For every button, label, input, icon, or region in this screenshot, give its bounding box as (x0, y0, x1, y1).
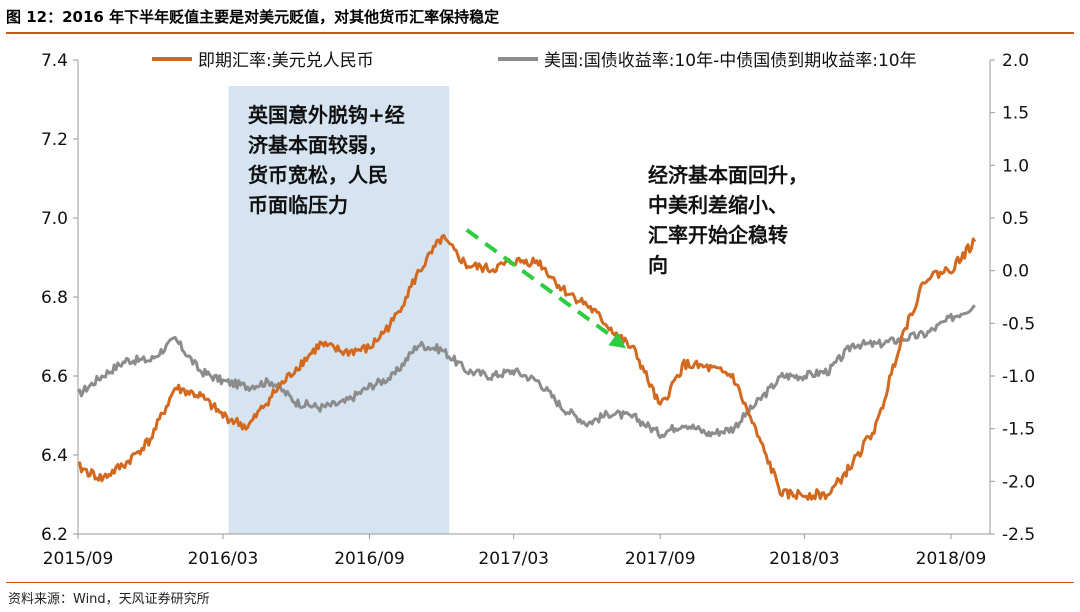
legend-label-yield-spread: 美国:国债收益率:10年-中债国债到期收益率:10年 (544, 51, 917, 71)
y-right-tick-label: -0.5 (1002, 314, 1035, 334)
x-tick-label: 2016/03 (188, 549, 259, 569)
legend-item-yield-spread: 美国:国债收益率:10年-中债国债到期收益率:10年 (498, 46, 917, 71)
y-right-tick-label: -2.5 (1002, 525, 1035, 545)
y-left-tick-label: 6.2 (41, 525, 68, 545)
series-line-yield-spread (76, 304, 976, 439)
y-right-tick-label: -1.0 (1002, 367, 1035, 387)
figure-title: 图 12：2016 年下半年贬值主要是对美元贬值，对其他货币汇率保持稳定 (6, 8, 500, 26)
annotation-trend: 经济基本面回升， 中美利差缩小、 汇率开始企稳转 向 (648, 163, 808, 277)
bottom-rule (6, 582, 1074, 583)
shaded-period (228, 86, 450, 534)
y-right-tick-label: -2.0 (1002, 472, 1035, 492)
y-right-tick-label: 2.0 (1002, 51, 1029, 71)
annotation-shaded-period: 英国意外脱钩+经 济基本面较弱， 货币宽松，人民 币面临压力 (248, 103, 405, 217)
y-right-tick-label: 1.0 (1002, 156, 1029, 176)
legend-swatch-yield-spread (498, 57, 538, 61)
y-left-tick-label: 7.4 (41, 51, 68, 71)
y-left-tick-label: 6.4 (41, 446, 68, 466)
x-tick-label: 2017/09 (625, 549, 696, 569)
legend-swatch-exchange-rate (152, 57, 192, 61)
x-tick-label: 2017/03 (478, 549, 549, 569)
y-right-tick-label: 0.5 (1002, 209, 1029, 229)
y-right-tick-label: -1.5 (1002, 420, 1035, 440)
x-tick-label: 2016/09 (334, 549, 405, 569)
legend-item-exchange-rate: 即期汇率:美元兑人民币 (152, 46, 374, 71)
y-left-tick-label: 7.0 (41, 209, 68, 229)
y-left-tick-label: 7.2 (41, 130, 68, 150)
trend-arrow-head (608, 332, 626, 349)
legend-label-exchange-rate: 即期汇率:美元兑人民币 (198, 51, 374, 71)
x-tick-label: 2015/09 (43, 549, 114, 569)
title-rule (6, 32, 1074, 34)
x-tick-label: 2018/03 (769, 549, 840, 569)
y-right-tick-label: 1.5 (1002, 104, 1029, 124)
x-tick-label: 2018/09 (916, 549, 987, 569)
source-note: 资料来源：Wind，天风证券研究所 (8, 592, 210, 607)
series-line-exchange-rate (77, 233, 977, 501)
y-left-tick-label: 6.6 (41, 367, 68, 387)
y-left-tick-label: 6.8 (41, 288, 68, 308)
y-right-tick-label: 0.0 (1002, 262, 1029, 282)
trend-arrow-line (465, 228, 618, 341)
